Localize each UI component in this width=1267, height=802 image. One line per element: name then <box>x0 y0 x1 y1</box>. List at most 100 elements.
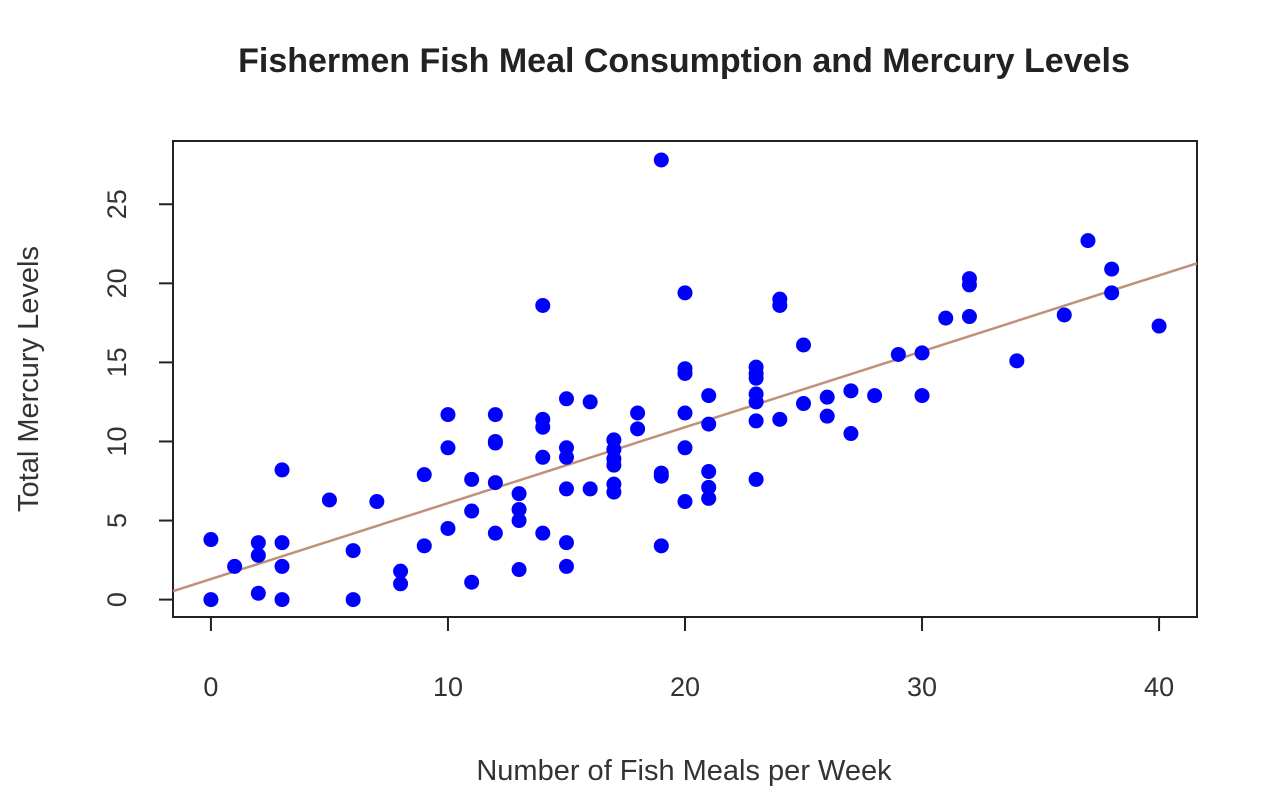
chart-title: Fishermen Fish Meal Consumption and Merc… <box>238 42 1130 80</box>
data-point <box>630 421 646 437</box>
data-point <box>487 525 503 541</box>
y-tick-label: 15 <box>102 347 132 377</box>
data-point <box>606 457 622 473</box>
data-point <box>772 411 788 427</box>
data-point <box>440 440 456 456</box>
data-point <box>677 405 693 421</box>
data-point <box>653 152 669 168</box>
data-point <box>535 297 551 313</box>
data-point <box>203 592 219 608</box>
data-point <box>558 449 574 465</box>
regression-line <box>172 262 1198 593</box>
data-point <box>701 479 717 495</box>
data-point <box>558 391 574 407</box>
data-point <box>464 574 480 590</box>
data-point <box>464 471 480 487</box>
y-axis-label: Total Mercury Levels <box>13 246 45 512</box>
data-point <box>701 388 717 404</box>
data-point <box>961 277 977 293</box>
data-point <box>1009 353 1025 369</box>
x-tick-label: 30 <box>907 672 937 702</box>
data-point <box>914 388 930 404</box>
data-point <box>274 592 290 608</box>
data-point <box>535 525 551 541</box>
data-point <box>250 547 266 563</box>
data-point <box>487 435 503 451</box>
data-point <box>416 467 432 483</box>
data-point <box>440 407 456 423</box>
data-point <box>345 592 361 608</box>
data-point <box>511 486 527 502</box>
data-point <box>748 471 764 487</box>
x-tick-label: 20 <box>670 672 700 702</box>
data-point <box>819 389 835 405</box>
data-points <box>203 152 1167 608</box>
data-point <box>558 481 574 497</box>
data-point <box>748 394 764 410</box>
y-tick-label: 20 <box>102 268 132 298</box>
data-point <box>748 413 764 429</box>
data-point <box>274 558 290 574</box>
data-point <box>487 407 503 423</box>
data-point <box>321 492 337 508</box>
data-point <box>1080 233 1096 249</box>
data-point <box>393 576 409 592</box>
data-point <box>1151 318 1167 334</box>
data-point <box>487 475 503 491</box>
data-point <box>369 494 385 510</box>
data-point <box>511 513 527 529</box>
data-point <box>464 503 480 519</box>
y-axis: 0 5 10 15 20 25 <box>102 189 174 607</box>
data-point <box>843 383 859 399</box>
data-point <box>535 449 551 465</box>
x-tick-label: 40 <box>1144 672 1174 702</box>
x-axis-label: Number of Fish Meals per Week <box>476 755 892 787</box>
data-point <box>1104 285 1120 301</box>
data-point <box>701 464 717 480</box>
data-point <box>250 585 266 601</box>
data-point <box>227 558 243 574</box>
data-point <box>843 426 859 442</box>
data-point <box>511 562 527 578</box>
data-point <box>250 535 266 551</box>
data-point <box>535 419 551 435</box>
data-point <box>748 370 764 386</box>
data-point <box>867 388 883 404</box>
data-point <box>938 310 954 326</box>
data-point <box>796 396 812 412</box>
data-point <box>582 394 598 410</box>
data-point <box>819 408 835 424</box>
data-point <box>653 538 669 554</box>
data-point <box>630 405 646 421</box>
y-tick-label: 25 <box>102 189 132 219</box>
x-tick-label: 0 <box>203 672 218 702</box>
data-point <box>203 532 219 548</box>
data-point <box>1056 307 1072 323</box>
data-point <box>701 490 717 506</box>
y-tick-label: 5 <box>102 513 132 528</box>
data-point <box>558 535 574 551</box>
data-point <box>701 416 717 432</box>
data-point <box>274 535 290 551</box>
data-point <box>677 365 693 381</box>
data-point <box>440 520 456 536</box>
data-point <box>677 494 693 510</box>
data-point <box>961 309 977 325</box>
data-point <box>677 285 693 301</box>
data-point <box>274 462 290 478</box>
y-tick-label: 10 <box>102 426 132 456</box>
data-point <box>558 558 574 574</box>
x-tick-label: 10 <box>433 672 463 702</box>
data-point <box>914 345 930 361</box>
data-point <box>772 297 788 313</box>
data-point <box>1104 261 1120 277</box>
data-point <box>393 563 409 579</box>
x-axis: 0 10 20 30 40 <box>203 616 1174 702</box>
data-point <box>653 468 669 484</box>
data-point <box>677 440 693 456</box>
data-point <box>796 337 812 353</box>
y-tick-label: 0 <box>102 592 132 607</box>
data-point <box>606 484 622 500</box>
data-point <box>890 346 906 362</box>
